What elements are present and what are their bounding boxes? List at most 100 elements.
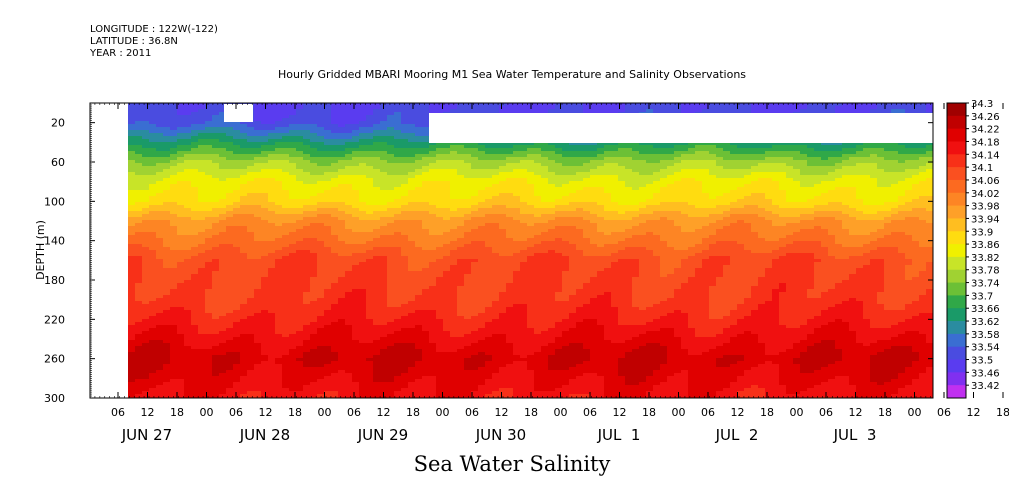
field-cell bbox=[450, 247, 458, 251]
field-cell bbox=[338, 271, 346, 275]
field-cell bbox=[387, 337, 395, 341]
field-cell bbox=[373, 211, 381, 215]
field-cell bbox=[268, 310, 276, 314]
field-cell bbox=[373, 373, 381, 377]
field-cell bbox=[443, 304, 451, 308]
field-cell bbox=[408, 229, 416, 233]
field-cell bbox=[198, 190, 206, 194]
field-cell bbox=[352, 370, 360, 374]
field-cell bbox=[198, 328, 206, 332]
field-cell bbox=[128, 274, 136, 278]
field-cell bbox=[422, 292, 430, 296]
field-cell bbox=[177, 157, 185, 161]
field-cell bbox=[380, 169, 388, 173]
field-cell bbox=[408, 184, 416, 188]
field-cell bbox=[317, 181, 325, 185]
field-cell bbox=[233, 322, 241, 326]
field-cell bbox=[310, 124, 318, 128]
field-cell bbox=[275, 286, 283, 290]
field-cell bbox=[128, 385, 136, 389]
field-cell bbox=[422, 160, 430, 164]
field-cell bbox=[177, 112, 185, 116]
field-cell bbox=[142, 283, 150, 287]
field-cell bbox=[198, 271, 206, 275]
field-cell bbox=[401, 226, 409, 230]
field-cell bbox=[233, 391, 241, 395]
field-cell bbox=[443, 103, 451, 107]
field-cell bbox=[331, 382, 339, 386]
field-cell bbox=[128, 373, 136, 377]
field-cell bbox=[324, 139, 332, 143]
field-cell bbox=[450, 376, 458, 380]
field-cell bbox=[198, 115, 206, 119]
field-cell bbox=[240, 235, 248, 239]
field-cell bbox=[226, 268, 234, 272]
field-cell bbox=[128, 247, 136, 251]
field-cell bbox=[254, 343, 262, 347]
field-cell bbox=[219, 358, 227, 362]
field-cell bbox=[268, 283, 276, 287]
field-cell bbox=[198, 193, 206, 197]
field-cell bbox=[366, 226, 374, 230]
field-cell bbox=[478, 202, 486, 206]
field-cell bbox=[296, 352, 304, 356]
field-cell bbox=[345, 160, 353, 164]
field-cell bbox=[345, 262, 353, 266]
field-cell bbox=[254, 319, 262, 323]
field-cell bbox=[191, 178, 199, 182]
field-cell bbox=[310, 142, 318, 146]
field-cell bbox=[135, 163, 143, 167]
field-cell bbox=[212, 166, 220, 170]
field-cell bbox=[331, 136, 339, 140]
field-cell bbox=[296, 196, 304, 200]
field-cell bbox=[128, 166, 136, 170]
field-cell bbox=[212, 136, 220, 140]
field-cell bbox=[177, 331, 185, 335]
field-cell bbox=[128, 154, 136, 158]
field-cell bbox=[268, 175, 276, 179]
field-cell bbox=[338, 139, 346, 143]
field-cell bbox=[254, 172, 262, 176]
field-cell bbox=[275, 370, 283, 374]
field-cell bbox=[317, 325, 325, 329]
field-cell bbox=[254, 127, 262, 131]
field-cell bbox=[443, 244, 451, 248]
field-cell bbox=[422, 190, 430, 194]
field-cell bbox=[282, 220, 290, 224]
field-cell bbox=[338, 325, 346, 329]
field-cell bbox=[268, 250, 276, 254]
field-cell bbox=[135, 115, 143, 119]
field-cell bbox=[240, 253, 248, 257]
field-cell bbox=[352, 175, 360, 179]
field-cell bbox=[149, 181, 157, 185]
field-cell bbox=[247, 184, 255, 188]
field-cell bbox=[352, 250, 360, 254]
field-cell bbox=[317, 337, 325, 341]
field-cell bbox=[324, 250, 332, 254]
field-cell bbox=[415, 175, 423, 179]
field-cell bbox=[352, 208, 360, 212]
field-cell bbox=[205, 115, 213, 119]
field-cell bbox=[282, 181, 290, 185]
field-cell bbox=[373, 154, 381, 158]
field-cell bbox=[387, 130, 395, 134]
field-cell bbox=[275, 304, 283, 308]
field-cell bbox=[142, 322, 150, 326]
field-cell bbox=[324, 349, 332, 353]
field-cell bbox=[359, 310, 367, 314]
field-cell bbox=[205, 364, 213, 368]
field-cell bbox=[380, 130, 388, 134]
field-cell bbox=[233, 331, 241, 335]
field-cell bbox=[436, 220, 444, 224]
field-cell bbox=[436, 301, 444, 305]
field-cell bbox=[422, 181, 430, 185]
field-cell bbox=[184, 151, 192, 155]
field-cell bbox=[331, 256, 339, 260]
field-cell bbox=[156, 283, 164, 287]
field-cell bbox=[415, 313, 423, 317]
field-cell bbox=[177, 229, 185, 233]
field-cell bbox=[394, 331, 402, 335]
field-cell bbox=[128, 244, 136, 248]
field-cell bbox=[156, 274, 164, 278]
field-cell bbox=[212, 157, 220, 161]
